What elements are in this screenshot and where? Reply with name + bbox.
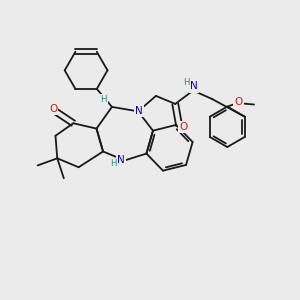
Text: O: O <box>49 104 57 114</box>
Text: N: N <box>135 106 143 116</box>
Text: H: H <box>100 95 107 104</box>
Text: N: N <box>190 81 198 92</box>
Text: H: H <box>110 160 117 169</box>
Text: N: N <box>117 155 125 165</box>
Text: H: H <box>183 78 190 87</box>
Text: O: O <box>179 122 188 132</box>
Text: O: O <box>234 97 242 107</box>
